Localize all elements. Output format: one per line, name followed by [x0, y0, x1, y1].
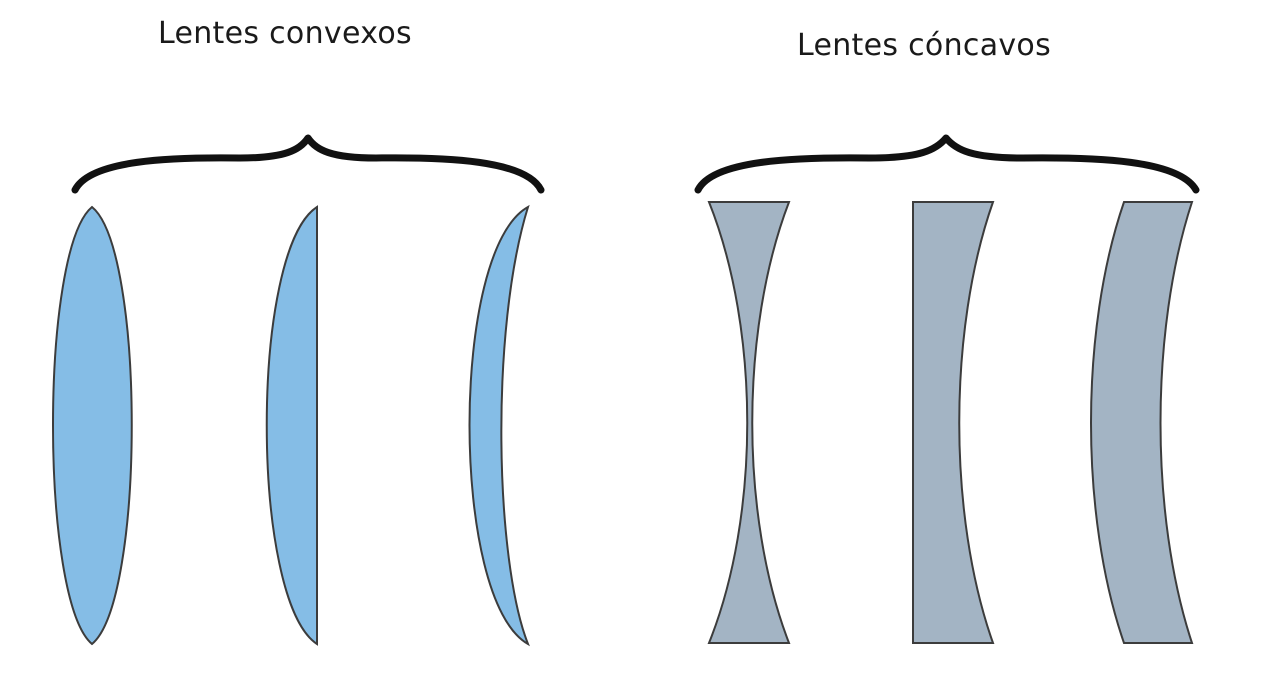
concave-meniscus-lens	[1090, 201, 1194, 644]
convex-group-brace	[71, 134, 545, 194]
biconvex-lens	[52, 205, 133, 646]
biconcave-lens	[707, 201, 791, 644]
plano-convex-lens	[265, 205, 318, 646]
convex-lenses-title: Lentes convexos	[158, 16, 412, 51]
concave-lenses-title: Lentes cóncavos	[797, 28, 1052, 63]
concave-group-brace	[694, 134, 1200, 194]
plano-concave-lens	[912, 201, 995, 644]
convex-meniscus-lens	[468, 204, 530, 647]
